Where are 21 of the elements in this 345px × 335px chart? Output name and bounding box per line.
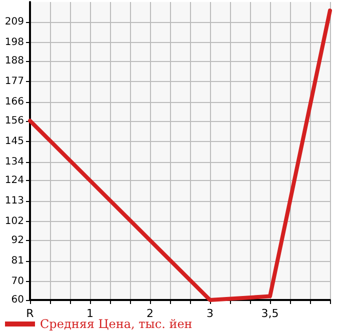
x-tick-label: 1 (86, 307, 94, 320)
y-tick-label: 102 (4, 216, 24, 228)
y-tick-label: 166 (4, 96, 24, 108)
y-tick-label: 198 (4, 36, 24, 48)
y-tick-label: 124 (4, 175, 24, 186)
x-tick-label: 3 (206, 307, 214, 320)
y-tick-label: 156 (4, 115, 24, 126)
x-tick-label: R (26, 307, 34, 320)
y-tick-label: 81 (11, 255, 24, 266)
y-tick-label: 60 (11, 294, 24, 306)
y-tick-label: 134 (4, 156, 24, 168)
legend-label: Средняя Цена, тыс. йен (40, 317, 192, 331)
y-tick-label: 113 (4, 196, 24, 207)
x-tick-label: 2 (146, 307, 154, 320)
y-tick-label: 209 (4, 16, 24, 28)
y-tick-label: 70 (11, 276, 24, 287)
y-tick-label: 177 (4, 76, 24, 88)
y-tick-label: 92 (11, 234, 24, 246)
y-tick-label: 145 (4, 136, 24, 147)
x-tick-label: 3,5 (261, 307, 279, 320)
y-tick-label: 188 (4, 56, 24, 67)
